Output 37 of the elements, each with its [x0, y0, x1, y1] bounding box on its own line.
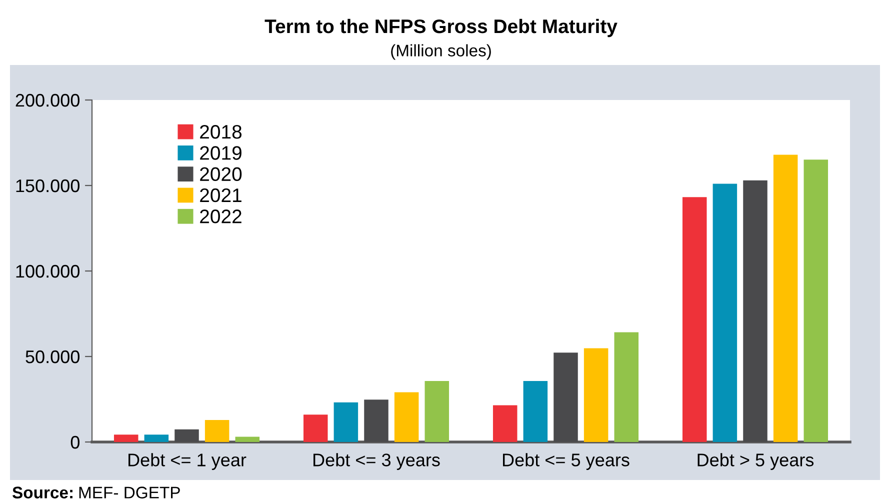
y-tick-label: 150.000 — [16, 179, 80, 192]
legend-label: 2021 — [200, 188, 242, 202]
y-tick-label: 50.000 — [26, 350, 80, 364]
bar — [682, 197, 707, 442]
bar — [303, 414, 328, 442]
x-tick-label: Debt <= 3 years — [314, 453, 440, 470]
bar — [492, 405, 518, 442]
bar — [424, 380, 450, 442]
bar — [364, 400, 388, 442]
chart-subtitle: (Million soles) — [391, 44, 491, 60]
bar — [804, 160, 828, 442]
bar — [334, 402, 358, 442]
legend-label: 2020 — [200, 167, 242, 182]
bar — [235, 436, 260, 442]
legend-label: 2019 — [200, 146, 242, 160]
legend-label: 2018 — [200, 124, 242, 139]
bar — [144, 434, 169, 442]
bar — [773, 154, 798, 442]
x-tick-label: Debt <= 5 years — [503, 453, 630, 470]
bar — [204, 420, 230, 442]
chart-title: Term to the NFPS Gross Debt Maturity — [264, 18, 618, 38]
bar — [394, 392, 419, 442]
y-tick-label: 0 — [70, 436, 80, 449]
bar — [712, 184, 738, 442]
y-tick-label: 100.000 — [16, 264, 80, 278]
bar — [614, 332, 639, 442]
bar — [523, 380, 548, 442]
bar — [743, 180, 768, 442]
source-note: Source: MEF- DGETP — [12, 486, 180, 498]
bar — [174, 429, 199, 442]
bar — [554, 352, 578, 442]
bar — [584, 348, 608, 442]
legend-label: 2022 — [200, 210, 242, 224]
y-tick-label: 200.000 — [16, 94, 80, 107]
x-tick-label: Debt <= 1 year — [128, 453, 246, 470]
bar — [114, 434, 138, 442]
x-tick-label: Debt > 5 years — [698, 453, 814, 470]
